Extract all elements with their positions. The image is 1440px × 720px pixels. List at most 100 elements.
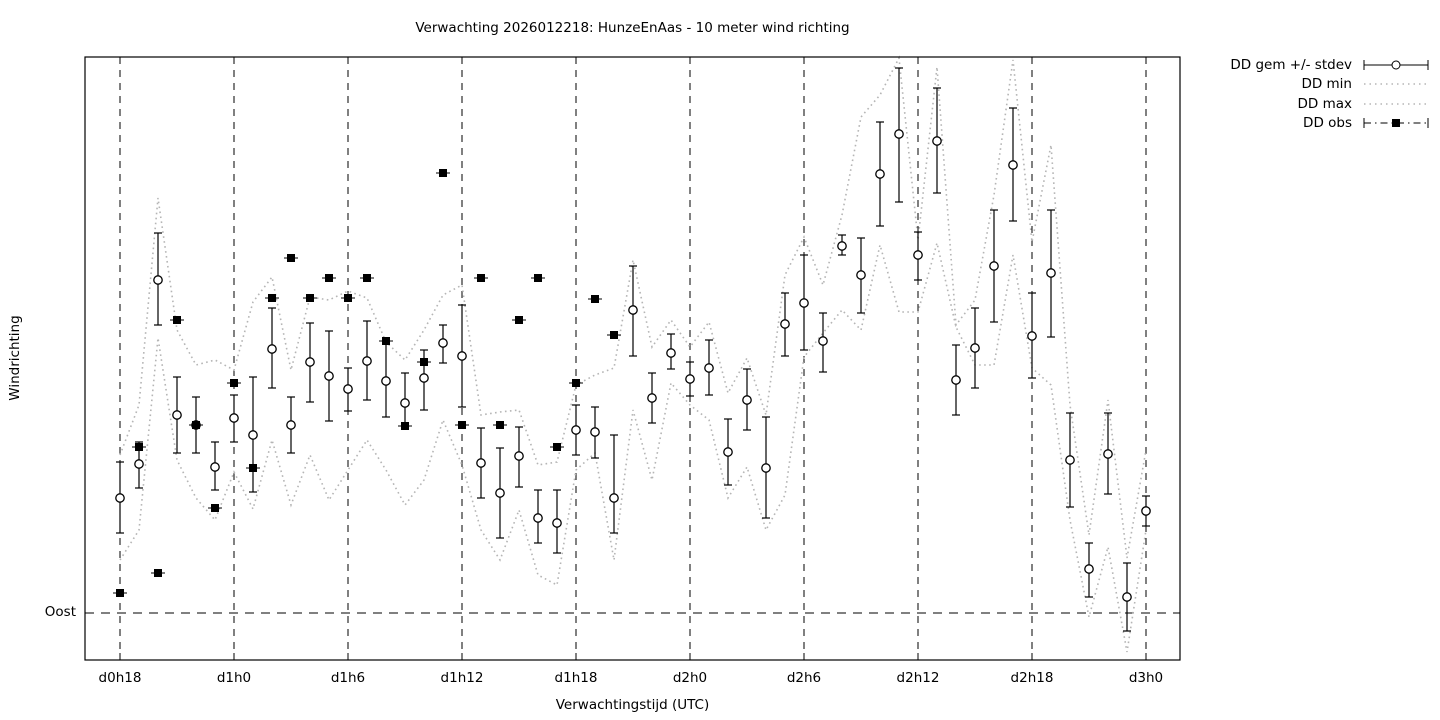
obs-point: [439, 169, 447, 177]
mean-point: [780, 319, 790, 329]
legend-label-min: DD min: [1301, 76, 1352, 93]
mean-point: [1103, 449, 1113, 459]
mean-point: [1046, 268, 1056, 278]
x-tick-label-d0h18: d0h18: [98, 670, 142, 686]
plot-border: [84, 56, 1181, 661]
mean-point: [799, 298, 809, 308]
obs-point: [154, 569, 162, 577]
legend-entry-max: DD max: [1230, 94, 1432, 114]
mean-point: [267, 344, 277, 354]
mean-point: [628, 305, 638, 315]
obs-point: [135, 443, 143, 451]
mean-point: [647, 393, 657, 403]
mean-point: [248, 430, 258, 440]
legend-entry-min: DD min: [1230, 75, 1432, 95]
mean-point: [818, 336, 828, 346]
obs-point: [382, 337, 390, 345]
x-tick-label-d3h0: d3h0: [1128, 670, 1164, 686]
obs-point: [116, 589, 124, 597]
mean-point: [362, 356, 372, 366]
mean-point: [1008, 160, 1018, 170]
mean-point: [115, 493, 125, 503]
mean-point: [609, 493, 619, 503]
mean-point: [1122, 592, 1132, 602]
mean-point: [381, 376, 391, 386]
obs-point: [192, 421, 200, 429]
obs-point: [477, 274, 485, 282]
mean-point: [723, 447, 733, 457]
mean-point: [476, 458, 486, 468]
mean-point: [837, 241, 847, 251]
mean-point: [343, 384, 353, 394]
mean-point: [742, 395, 752, 405]
legend-entry-mean: DD gem +/- stdev: [1230, 55, 1432, 75]
obs-point: [458, 421, 466, 429]
mean-point: [134, 459, 144, 469]
mean-point: [1027, 331, 1037, 341]
legend-sample-dotted-line-icon: [1364, 103, 1428, 105]
legend-sample-errorbar-icon: [1363, 59, 1429, 70]
x-tick-label-d1h0: d1h0: [216, 670, 252, 686]
mean-point: [894, 129, 904, 139]
mean-point: [153, 275, 163, 285]
chart-title: Verwachting 2026012218: HunzeEnAas - 10 …: [415, 20, 850, 36]
obs-point: [420, 358, 428, 366]
obs-point: [572, 379, 580, 387]
obs-point: [515, 316, 523, 324]
obs-point: [401, 422, 409, 430]
obs-point: [211, 504, 219, 512]
mean-point: [419, 373, 429, 383]
x-tick-label-d2h12: d2h12: [896, 670, 940, 686]
x-tick-label-d2h0: d2h0: [672, 670, 708, 686]
mean-point: [685, 374, 695, 384]
mean-point: [989, 261, 999, 271]
obs-point: [344, 294, 352, 302]
obs-point: [553, 443, 561, 451]
mean-point: [514, 451, 524, 461]
obs-point: [363, 274, 371, 282]
obs-point: [287, 254, 295, 262]
mean-point: [438, 338, 448, 348]
legend-sample-dashdot-square-icon: [1363, 118, 1429, 129]
obs-point: [249, 464, 257, 472]
mean-point: [495, 488, 505, 498]
mean-point: [761, 463, 771, 473]
x-tick-label-d1h18: d1h18: [554, 670, 598, 686]
mean-point: [229, 413, 239, 423]
obs-point: [610, 331, 618, 339]
mean-point: [400, 398, 410, 408]
legend-label-obs: DD obs: [1303, 115, 1352, 132]
mean-point: [172, 410, 182, 420]
obs-point: [230, 379, 238, 387]
obs-point: [325, 274, 333, 282]
mean-point: [913, 250, 923, 260]
x-tick-label-d1h12: d1h12: [440, 670, 484, 686]
obs-point: [591, 295, 599, 303]
mean-point: [932, 136, 942, 146]
x-tick-label-d2h18: d2h18: [1010, 670, 1054, 686]
mean-point: [1084, 564, 1094, 574]
legend-entry-obs: DD obs: [1230, 114, 1432, 134]
legend-label-mean: DD gem +/- stdev: [1230, 56, 1352, 73]
x-axis-label: Verwachtingstijd (UTC): [555, 697, 710, 713]
obs-point: [268, 294, 276, 302]
mean-point: [552, 518, 562, 528]
mean-point: [856, 270, 866, 280]
obs-point: [306, 294, 314, 302]
obs-point: [173, 316, 181, 324]
mean-point: [533, 513, 543, 523]
mean-point: [286, 420, 296, 430]
mean-point: [324, 371, 334, 381]
legend-label-max: DD max: [1297, 95, 1353, 112]
mean-point: [951, 375, 961, 385]
obs-point: [534, 274, 542, 282]
mean-point: [666, 348, 676, 358]
mean-point: [457, 351, 467, 361]
mean-point: [704, 363, 714, 373]
mean-point: [571, 425, 581, 435]
legend: DD gem +/- stdev DD min DD max DD obs: [1230, 55, 1432, 133]
mean-point: [210, 462, 220, 472]
mean-point: [590, 427, 600, 437]
